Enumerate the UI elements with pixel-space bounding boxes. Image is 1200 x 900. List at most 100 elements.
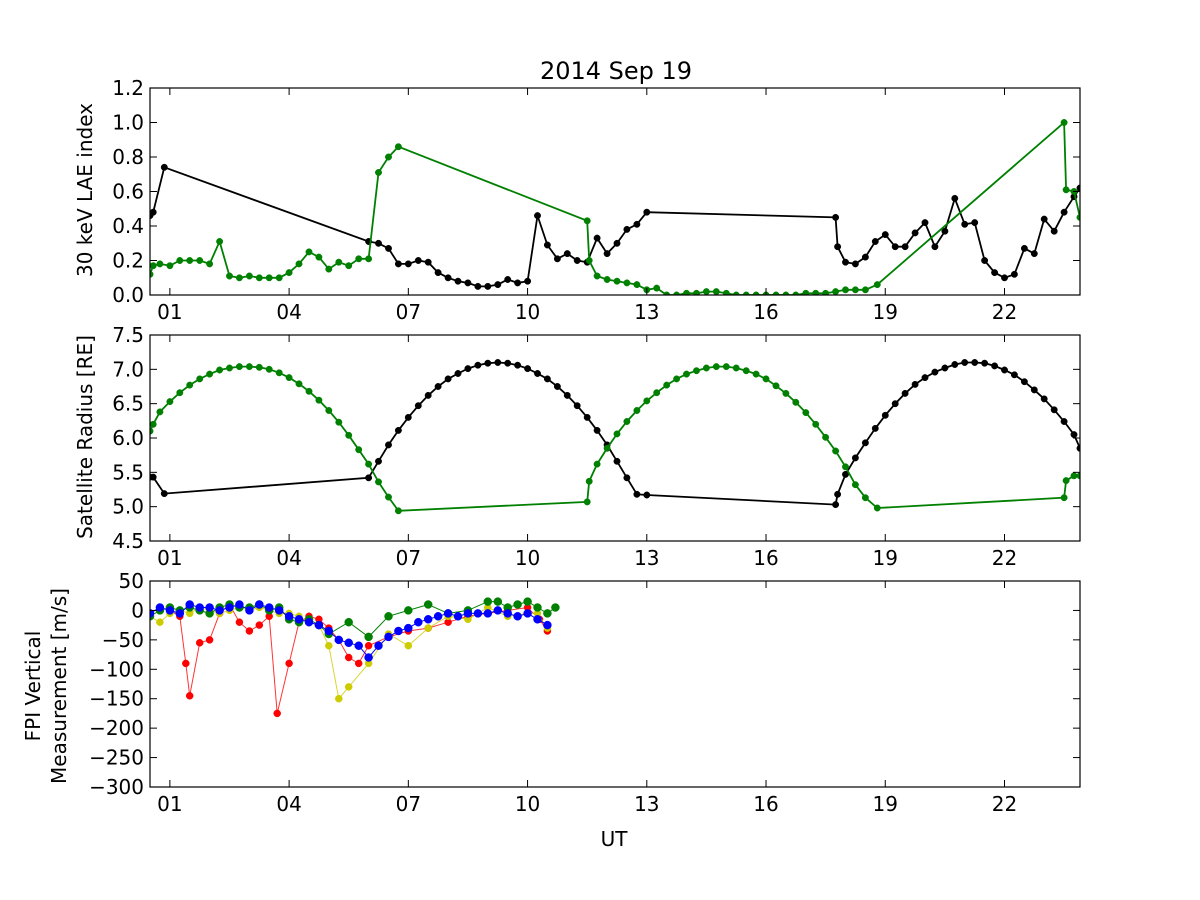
data-point <box>216 366 224 374</box>
data-point <box>941 364 949 372</box>
data-point <box>613 239 621 247</box>
data-point <box>543 609 552 618</box>
data-point <box>534 212 541 220</box>
data-point <box>385 493 392 501</box>
data-point <box>265 365 273 373</box>
y-tick-label: −200 <box>89 716 144 740</box>
data-point <box>484 359 492 367</box>
data-point <box>633 490 641 498</box>
data-point <box>792 398 800 406</box>
data-point <box>1060 119 1068 126</box>
data-point <box>195 603 204 612</box>
data-point <box>150 208 157 216</box>
data-point <box>643 397 651 405</box>
data-point <box>961 359 969 366</box>
data-point <box>593 272 601 280</box>
data-point <box>971 359 979 366</box>
y-tick-label: 6.0 <box>112 426 144 450</box>
data-point <box>832 447 840 455</box>
data-point <box>335 418 343 426</box>
data-point <box>981 359 989 367</box>
data-point <box>235 618 244 626</box>
data-point <box>245 606 254 615</box>
data-point <box>911 380 919 388</box>
data-point <box>166 398 174 406</box>
data-point <box>722 363 730 371</box>
data-point <box>414 402 422 410</box>
y-tick-label: −150 <box>89 687 144 711</box>
data-point <box>404 623 413 633</box>
y-axis-label: 30 keV LAE index <box>73 103 97 277</box>
data-point <box>225 603 234 612</box>
data-point <box>832 213 840 221</box>
data-point <box>156 260 164 268</box>
y-tick-label: 0.0 <box>112 283 144 307</box>
data-point <box>335 694 343 703</box>
lae-index-axes-frame <box>149 87 1081 296</box>
data-point <box>175 609 185 618</box>
data-point <box>454 277 462 285</box>
data-point <box>364 641 373 650</box>
y-axis-label: FPI Vertical <box>21 631 45 742</box>
data-point <box>235 600 244 609</box>
data-point <box>1001 274 1008 282</box>
x-tick-label: 22 <box>992 546 1017 570</box>
data-point <box>156 408 164 416</box>
data-point <box>762 375 770 383</box>
data-point <box>384 612 393 621</box>
data-point <box>732 364 740 372</box>
data-point <box>245 363 253 371</box>
data-point <box>514 361 522 369</box>
series-line <box>150 120 1080 295</box>
data-point <box>603 250 611 258</box>
data-point <box>494 281 502 289</box>
data-point <box>951 361 959 368</box>
y-tick-label: −100 <box>89 657 144 681</box>
data-point <box>553 383 561 390</box>
data-point <box>255 621 264 629</box>
data-point <box>374 641 383 650</box>
data-point <box>493 597 503 606</box>
data-point <box>285 659 293 668</box>
data-point <box>991 269 999 277</box>
data-point <box>712 363 720 371</box>
data-point <box>702 364 710 372</box>
data-point <box>274 606 284 615</box>
data-point <box>226 272 233 280</box>
data-point <box>891 400 899 408</box>
data-point <box>1076 184 1080 192</box>
data-point <box>394 507 402 515</box>
data-point <box>861 286 869 294</box>
data-point <box>1040 395 1048 403</box>
y-tick-label: 7.0 <box>112 357 144 381</box>
x-tick-label: 10 <box>515 300 540 324</box>
data-point <box>176 257 184 264</box>
y-tick-label: 0.4 <box>112 214 144 238</box>
data-point <box>583 217 591 225</box>
data-point <box>802 409 810 417</box>
data-point <box>155 603 165 612</box>
data-point <box>494 359 502 366</box>
data-point <box>553 255 561 263</box>
data-point <box>961 220 969 228</box>
y-tick-label: 50 <box>119 569 144 593</box>
data-point <box>444 375 452 383</box>
data-point <box>822 289 830 295</box>
data-point <box>613 430 621 438</box>
y-tick-label: 6.5 <box>112 392 144 416</box>
data-point <box>305 248 313 256</box>
data-point <box>424 624 432 632</box>
data-point <box>493 606 503 615</box>
data-point <box>551 603 560 612</box>
data-point <box>315 253 323 261</box>
data-point <box>941 227 949 235</box>
data-point <box>871 238 879 245</box>
data-point <box>752 370 760 378</box>
data-point <box>255 363 263 371</box>
data-point <box>653 284 661 292</box>
data-point <box>593 460 601 468</box>
x-tick-label: 19 <box>873 300 898 324</box>
data-point <box>772 382 780 390</box>
data-point <box>1062 186 1070 194</box>
y-axis-label: Measurement [m/s] <box>47 588 71 784</box>
